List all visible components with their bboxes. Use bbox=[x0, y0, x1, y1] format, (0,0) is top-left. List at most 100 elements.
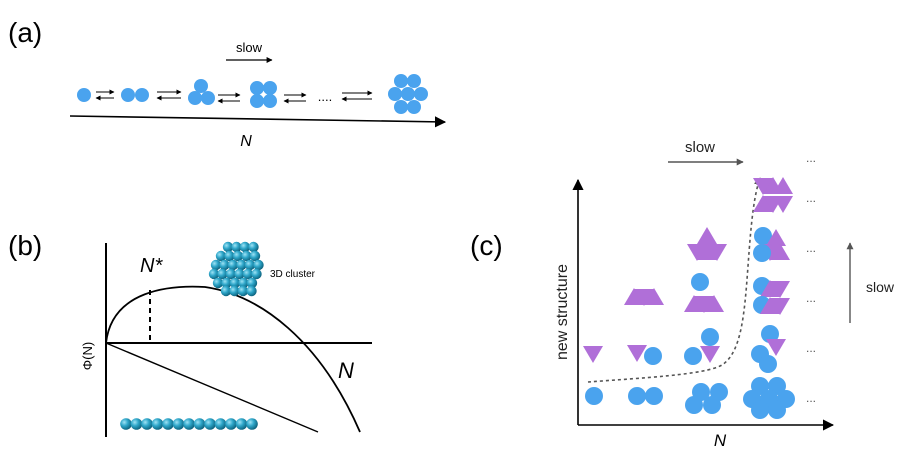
blue-particle bbox=[703, 396, 721, 414]
panel-c: (c) new structure N slow slow ... ... ..… bbox=[470, 139, 895, 450]
dimer bbox=[121, 88, 149, 102]
cluster-sphere bbox=[224, 250, 235, 262]
blue-particle bbox=[685, 396, 703, 414]
purple-triangle bbox=[770, 281, 790, 298]
cluster-sphere bbox=[244, 259, 256, 271]
panel-c-label: (c) bbox=[470, 230, 503, 261]
cluster-sphere bbox=[220, 285, 232, 297]
chain-sphere bbox=[130, 418, 143, 430]
purple-triangle bbox=[707, 244, 727, 261]
chain-sphere bbox=[246, 418, 258, 430]
purple-triangle bbox=[627, 345, 647, 362]
cluster-sphere bbox=[253, 259, 264, 271]
purple-triangle bbox=[697, 227, 717, 244]
svg-text:...: ... bbox=[806, 151, 816, 165]
panel-b: (b) Φ(N) N* N 3D cluster bbox=[8, 230, 372, 437]
purple-triangle bbox=[753, 195, 773, 212]
cluster-sphere bbox=[234, 268, 245, 280]
cluster-sphere bbox=[232, 250, 244, 262]
purple-triangle bbox=[766, 339, 786, 356]
purple-triangle bbox=[760, 280, 780, 297]
tetramer bbox=[250, 81, 277, 108]
cluster-sphere bbox=[208, 268, 220, 280]
blue-particle bbox=[768, 377, 786, 395]
blue-particle bbox=[628, 387, 646, 405]
free-energy-line-1d bbox=[105, 342, 319, 433]
purple-triangle bbox=[770, 243, 790, 260]
purple-triangle bbox=[700, 346, 720, 363]
3d-cluster-image bbox=[208, 241, 264, 297]
cluster-sphere bbox=[222, 241, 234, 253]
cluster-sphere bbox=[249, 250, 261, 262]
pathway-curve bbox=[587, 177, 762, 383]
purple-triangle bbox=[753, 178, 773, 195]
cluster-sphere bbox=[242, 268, 254, 280]
chain-sphere bbox=[193, 418, 206, 430]
free-energy-curve-3d bbox=[105, 285, 361, 433]
heptamer bbox=[388, 74, 428, 114]
chain-sphere bbox=[162, 418, 174, 430]
panel-b-label: (b) bbox=[8, 230, 42, 261]
purple-triangle bbox=[583, 346, 603, 363]
blue-particle bbox=[754, 227, 772, 245]
chain-sphere bbox=[235, 418, 248, 430]
blue-particle bbox=[585, 387, 603, 405]
structure-grid bbox=[583, 177, 795, 419]
chain-sphere bbox=[141, 418, 153, 430]
cluster-sphere bbox=[221, 277, 232, 289]
blue-particle bbox=[645, 387, 663, 405]
blue-particle bbox=[684, 347, 702, 365]
cluster-sphere bbox=[229, 277, 241, 289]
n-axis-label-c: N bbox=[714, 431, 727, 449]
chain-sphere bbox=[204, 418, 216, 430]
purple-triangle bbox=[773, 177, 793, 194]
chain-sphere bbox=[151, 418, 164, 430]
cluster-sphere bbox=[217, 268, 228, 280]
cluster-sphere bbox=[248, 241, 259, 253]
slow-label-top: slow bbox=[685, 139, 715, 156]
structure-axis-label: new structure bbox=[554, 264, 571, 360]
blue-particle bbox=[761, 325, 779, 343]
svg-text:...: ... bbox=[806, 291, 816, 305]
cluster-sphere bbox=[229, 285, 240, 297]
n-axis-label-b: N bbox=[338, 358, 354, 383]
purple-triangle bbox=[624, 288, 644, 305]
cluster-sequence bbox=[77, 74, 428, 114]
blue-particle bbox=[751, 377, 769, 395]
n-axis-label-a: N bbox=[240, 133, 252, 150]
cluster-sphere bbox=[241, 250, 252, 262]
n-axis-a bbox=[69, 115, 447, 128]
panel-a-label: (a) bbox=[8, 17, 42, 48]
blue-particle bbox=[768, 401, 786, 419]
cluster-sphere bbox=[238, 277, 249, 289]
svg-text:...: ... bbox=[806, 241, 816, 255]
trimer bbox=[188, 79, 215, 105]
purple-triangle bbox=[634, 289, 654, 306]
purple-triangle bbox=[697, 243, 717, 260]
purple-triangle bbox=[766, 229, 786, 246]
blue-particle bbox=[759, 355, 777, 373]
ellipsis-a: .... bbox=[318, 89, 332, 104]
panel-a: (a) slow N bbox=[8, 17, 447, 150]
purple-triangle bbox=[704, 295, 724, 312]
chain-sphere bbox=[183, 418, 195, 430]
blue-particle bbox=[751, 401, 769, 419]
svg-text:...: ... bbox=[806, 391, 816, 405]
blue-particle bbox=[691, 273, 709, 291]
purple-triangle bbox=[687, 244, 707, 261]
purple-triangle bbox=[644, 288, 664, 305]
purple-triangle bbox=[770, 298, 790, 315]
cluster-sphere bbox=[237, 285, 249, 297]
equilibrium-arrows bbox=[95, 89, 373, 104]
critical-size-label: N* bbox=[140, 255, 163, 277]
svg-text:...: ... bbox=[806, 191, 816, 205]
cluster-sphere bbox=[210, 259, 222, 271]
blue-particle bbox=[753, 244, 771, 262]
purple-triangle bbox=[773, 196, 793, 213]
cluster-sphere bbox=[251, 268, 262, 280]
cluster-sphere bbox=[227, 259, 239, 271]
slow-label-a: slow bbox=[236, 40, 263, 55]
1d-chain-image bbox=[120, 418, 258, 430]
chain-sphere bbox=[225, 418, 237, 430]
chain-sphere bbox=[214, 418, 227, 430]
